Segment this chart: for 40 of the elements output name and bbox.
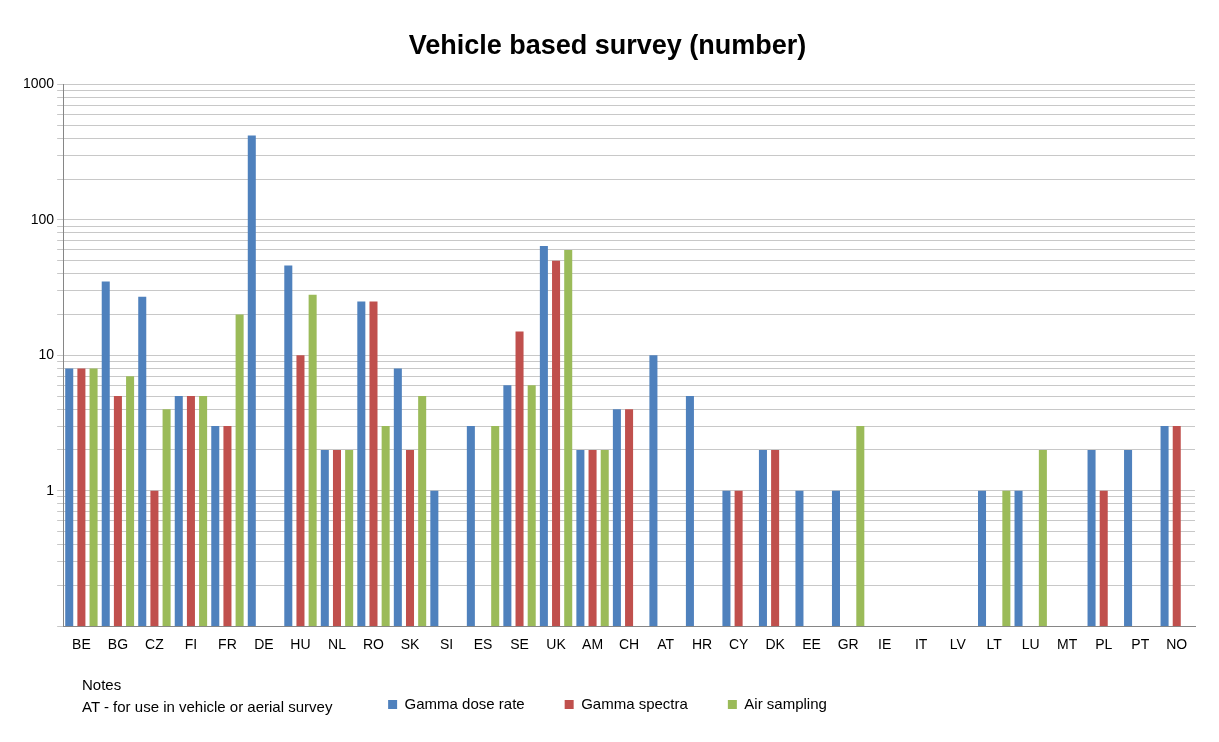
legend-label: Air sampling [744, 694, 827, 712]
x-tick-label: NL [328, 636, 347, 653]
legend-label: Gamma dose rate [404, 694, 525, 712]
x-tick-label: HU [290, 636, 311, 653]
x-tick-label: CH [618, 636, 640, 653]
x-tick-label: BG [107, 636, 129, 653]
x-tick-label: UK [546, 636, 567, 653]
x-tick-label: IE [878, 636, 892, 653]
x-tick-label: PT [1131, 636, 1150, 653]
legend-label: Gamma spectra [581, 694, 689, 712]
x-tick-label: LV [949, 636, 967, 653]
x-tick-label: DK [765, 636, 786, 653]
x-tick-label: SI [439, 636, 454, 653]
x-tick-label: LU [1021, 636, 1040, 653]
y-tick-label: 10 [38, 346, 55, 363]
x-tick-label: EE [802, 636, 821, 653]
x-tick-label: ES [473, 636, 493, 653]
x-tick-label: CY [728, 636, 749, 653]
x-tick-label: CZ [145, 636, 165, 653]
x-tick-label: MT [1057, 636, 1078, 653]
x-tick-label: AM [582, 636, 604, 653]
y-tick-label: 1 [46, 481, 55, 498]
x-tick-label: DE [254, 636, 274, 653]
text: Notes AT - for use in vehicle or aerial survey [82, 676, 333, 716]
y-tick-label: 1000 [22, 75, 55, 92]
x-tick-label: PL [1095, 636, 1113, 653]
x-tick-label: NO [1166, 636, 1188, 653]
x-tick-label: IT [914, 636, 928, 653]
x-tick-label: FR [218, 636, 237, 653]
x-tick-label: FI [184, 636, 198, 653]
x-tick-label: BE [72, 636, 91, 653]
chart-title: Vehicle based survey (number) [408, 29, 807, 60]
x-tick-label: LT [986, 636, 1003, 653]
x-tick-label: RO [362, 636, 385, 653]
y-tick-label: 100 [30, 210, 55, 227]
x-tick-label: SK [400, 636, 420, 653]
x-tick-label: AT [657, 636, 675, 653]
x-tick-label: GR [837, 636, 859, 653]
x-tick-label: HR [691, 636, 713, 653]
x-tick-label: SE [510, 636, 529, 653]
